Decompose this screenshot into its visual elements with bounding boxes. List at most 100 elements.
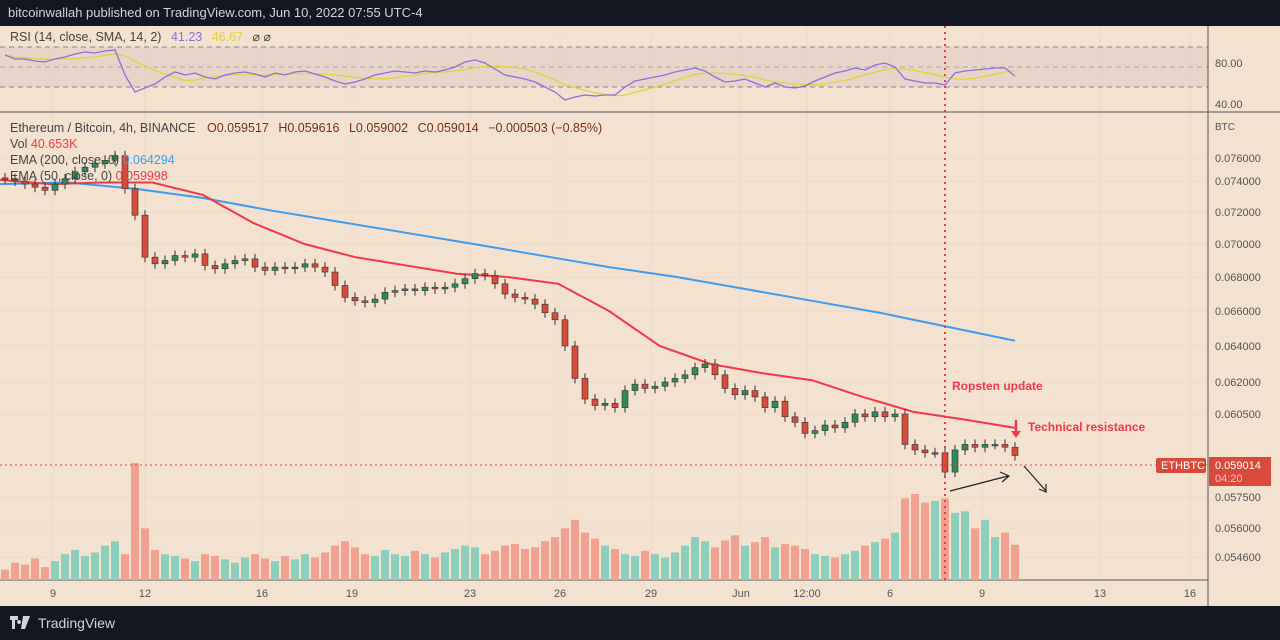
candle (681, 374, 689, 379)
candle (111, 155, 119, 161)
candle (561, 319, 569, 347)
candle (11, 178, 19, 182)
candle (1011, 446, 1019, 456)
volume-bar (111, 541, 119, 580)
volume-bar (781, 543, 789, 580)
candle (531, 298, 539, 305)
projection-arrow-icon (1023, 465, 1047, 493)
candle (651, 385, 659, 389)
candle (431, 286, 439, 290)
volume-bar (351, 547, 359, 580)
volume-bar (371, 555, 379, 580)
volume-legend[interactable]: Vol 40.653K (10, 137, 77, 151)
volume-bars (1, 463, 1019, 580)
chart-frame[interactable]: Ropsten update Technical resistance 0.07… (0, 26, 1280, 606)
rsi-sma-value: 46.67 (211, 30, 243, 44)
volume-bar (951, 512, 959, 580)
volume-bar (161, 554, 169, 580)
candle (321, 266, 329, 273)
volume-bar (21, 564, 29, 580)
candle (51, 183, 59, 191)
volume-bar (841, 554, 849, 580)
volume-bar (551, 537, 559, 580)
ohlc-high: H0.059616 (278, 121, 340, 135)
rsi-sma-line (4, 53, 1016, 97)
candle (951, 449, 959, 473)
price-tick-label: 0.072000 (1215, 207, 1261, 219)
candle (221, 263, 229, 270)
candle (1, 177, 9, 180)
volume-bar (581, 532, 589, 580)
volume-bar (51, 561, 59, 580)
vol-value: 40.653K (30, 137, 78, 151)
volume-bar (651, 554, 659, 580)
price-tick-label: 0.056000 (1215, 523, 1261, 535)
volume-bar (381, 549, 389, 580)
volume-bar (91, 552, 99, 580)
volume-bar (1011, 544, 1019, 580)
candle (91, 163, 99, 168)
candle (811, 430, 819, 434)
candle (171, 255, 179, 261)
tradingview-logo-icon[interactable] (10, 616, 30, 629)
price-tick-label: 0.057500 (1215, 492, 1261, 504)
volume-bar (741, 545, 749, 580)
volume-bar (241, 557, 249, 580)
candle (841, 421, 849, 429)
candle (131, 188, 139, 216)
volume-bar (701, 541, 709, 580)
volume-bar (61, 554, 69, 580)
ema200-legend[interactable]: EMA (200, close, 0) 0.064294 (10, 153, 175, 167)
rsi-axis-label-40: 40.00 (1215, 99, 1243, 111)
candle (471, 273, 479, 279)
ema50-legend[interactable]: EMA (50, close, 0) 0.059998 (10, 169, 168, 183)
volume-bar (971, 528, 979, 580)
candle (691, 367, 699, 376)
candle (871, 411, 879, 418)
rsi-line (4, 49, 1016, 101)
candle (21, 180, 29, 185)
volume-bar (401, 555, 409, 580)
volume-bar (211, 555, 219, 580)
price-tick-label: 0.074000 (1215, 176, 1261, 188)
footer-brand[interactable]: TradingView (38, 615, 116, 631)
hidden-icon[interactable]: ⌀ ⌀ (252, 30, 271, 44)
volume-bar (731, 535, 739, 580)
candle (771, 400, 779, 408)
candle (641, 383, 649, 389)
candle (481, 273, 489, 276)
volume-bar (191, 561, 199, 580)
volume-bar (471, 547, 479, 580)
time-axis[interactable]: 9 12 16 19 23 26 29 Jun 12:00 6 9 13 16 (50, 588, 1196, 600)
volume-bar (721, 540, 729, 580)
candle (381, 291, 389, 300)
time-tick-label: 12:00 (793, 588, 821, 600)
volume-bar (821, 555, 829, 580)
candle (941, 452, 949, 473)
candle (751, 390, 759, 398)
symbol-legend[interactable]: Ethereum / Bitcoin, 4h, BINANCE O0.05951… (10, 121, 602, 135)
volume-bar (981, 519, 989, 580)
time-tick-label: 13 (1094, 588, 1106, 600)
chart-canvas[interactable]: Ropsten update Technical resistance 0.07… (0, 26, 1280, 606)
volume-bar (961, 511, 969, 580)
candle (711, 363, 719, 376)
candle (831, 424, 839, 429)
volume-bar (261, 558, 269, 580)
candle (1001, 444, 1009, 448)
volume-bar (671, 552, 679, 580)
volume-bar (831, 557, 839, 580)
price-axis[interactable]: 0.076000 0.074000 0.072000 0.070000 0.068000… (1215, 153, 1261, 564)
candle (101, 160, 109, 165)
ema200-value: 0.064294 (122, 153, 175, 167)
grid (0, 26, 1208, 580)
volume-bar (521, 549, 529, 580)
candle (921, 449, 929, 454)
candle (261, 266, 269, 271)
candle (291, 266, 299, 270)
candle (731, 388, 739, 396)
time-tick-label: 26 (554, 588, 566, 600)
volume-bar (41, 567, 49, 580)
time-tick-label: 23 (464, 588, 476, 600)
rsi-legend[interactable]: RSI (14, close, SMA, 14, 2) 41.23 46.67 … (10, 29, 271, 44)
